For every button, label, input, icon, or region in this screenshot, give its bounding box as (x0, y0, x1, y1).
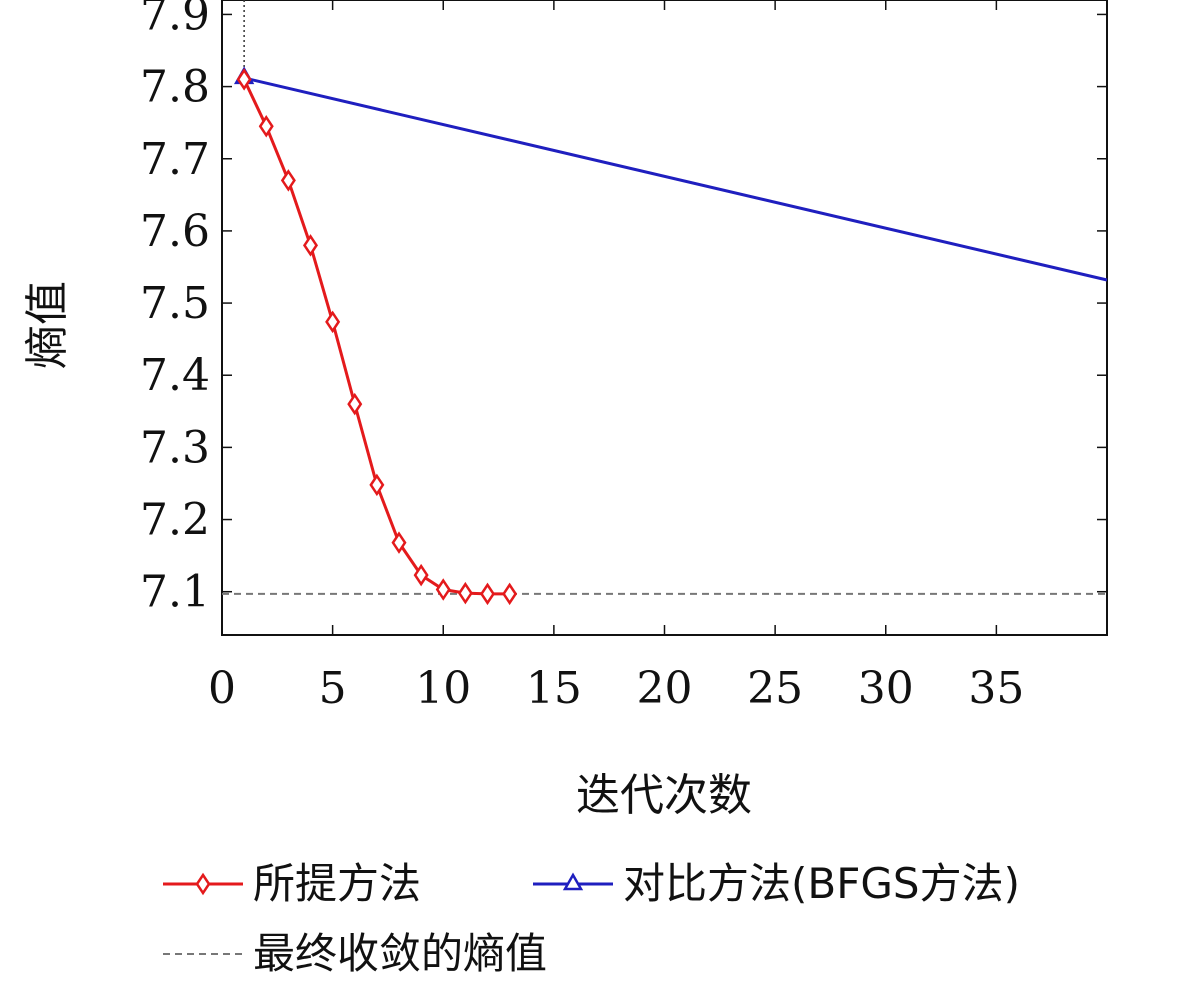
point-proposed (457, 581, 473, 605)
x-tick-label: 15 (526, 663, 582, 714)
point-proposed (258, 115, 274, 138)
legend-item-bfgs[interactable]: 对比方法(BFGS方法) (533, 859, 1020, 908)
legend-label-converged: 最终收敛的熵值 (253, 929, 547, 978)
legend-item-converged[interactable]: 最终收敛的熵值 (163, 929, 547, 978)
series (222, 0, 1108, 606)
legend-marker-bfgs (562, 872, 584, 891)
point-proposed (502, 582, 518, 606)
series-line-bfgs (243, 76, 1108, 282)
legend-label-bfgs: 对比方法(BFGS方法) (623, 859, 1020, 908)
point-proposed (413, 563, 429, 587)
y-tick-label: 7.5 (140, 278, 210, 329)
y-tick-label: 7.4 (140, 350, 210, 401)
point-proposed (325, 310, 341, 334)
x-axis-title: 迭代次数 (576, 770, 752, 821)
point-proposed (369, 473, 385, 497)
point-proposed (236, 68, 252, 91)
x-tick-label: 20 (637, 663, 693, 714)
y-tick-label: 7.9 (140, 0, 210, 40)
y-tick-label: 7.8 (140, 62, 210, 113)
y-axis-title: 熵值 (22, 281, 73, 369)
y-tick-label: 7.2 (140, 495, 210, 546)
point-proposed (391, 531, 407, 554)
legend-item-proposed[interactable]: 所提方法 (163, 859, 421, 908)
point-proposed (280, 169, 296, 192)
legend-marker-proposed (195, 872, 211, 896)
point-proposed (479, 582, 496, 606)
y-tick-label: 7.6 (140, 206, 210, 257)
point-proposed (435, 578, 451, 601)
x-tick-label: 30 (858, 663, 914, 714)
ticks: 0 5 10 15 20 25 30 35 7.1 7.2 7.3 7.4 7.5 7.6 7.7 7.8 7.… (140, 0, 1107, 714)
point-proposed (347, 392, 363, 416)
x-tick-label: 0 (208, 663, 236, 714)
y-tick-label: 7.1 (140, 567, 210, 618)
y-tick-label: 7.3 (140, 422, 210, 473)
axes (221, 0, 1108, 636)
plot-frame (221, 0, 1108, 636)
point-proposed (302, 234, 319, 257)
y-tick-label: 7.7 (140, 134, 210, 185)
series-line-proposed (242, 78, 510, 596)
x-tick-label: 25 (747, 663, 803, 714)
x-tick-label: 5 (319, 663, 347, 714)
legend-label-proposed: 所提方法 (253, 859, 421, 908)
legend: 所提方法 对比方法(BFGS方法) 最终收敛的熵值 (163, 859, 1020, 978)
x-tick-label: 10 (415, 663, 471, 714)
x-tick-label: 35 (968, 663, 1024, 714)
